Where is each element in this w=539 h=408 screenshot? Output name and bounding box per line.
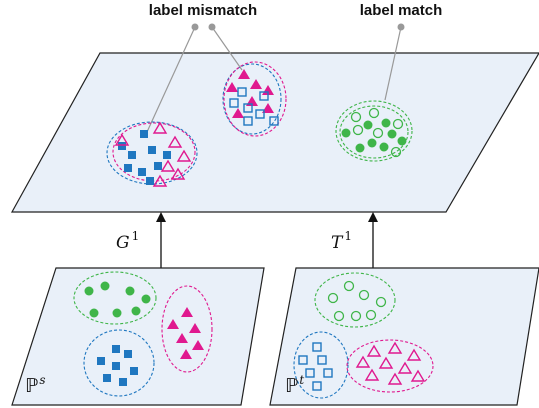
label-mismatch: label mismatch: [149, 2, 257, 19]
source-magenta-cluster: [161, 285, 213, 373]
pointer-lines: [146, 26, 402, 133]
cluster-mismatch-2: [222, 61, 287, 137]
source-domain-label: ℙs: [25, 373, 46, 397]
target-magenta-cluster: [346, 339, 434, 393]
arrow-source: [156, 212, 166, 268]
target-green-cluster: [314, 272, 396, 328]
pointer-dots: [191, 23, 405, 31]
shared-feature-plane: [10, 52, 539, 213]
target-domain-label: ℙt: [285, 373, 304, 397]
target-domain-plane: [269, 267, 539, 406]
arrow-target: [368, 212, 378, 268]
cluster-mismatch-1: [106, 121, 198, 187]
cluster-match: [335, 100, 413, 162]
source-green-cluster: [73, 271, 157, 325]
target-blue-cluster: [293, 331, 349, 399]
source-blue-cluster: [83, 329, 155, 397]
label-match: label match: [360, 2, 443, 19]
source-domain-plane: [11, 267, 265, 406]
